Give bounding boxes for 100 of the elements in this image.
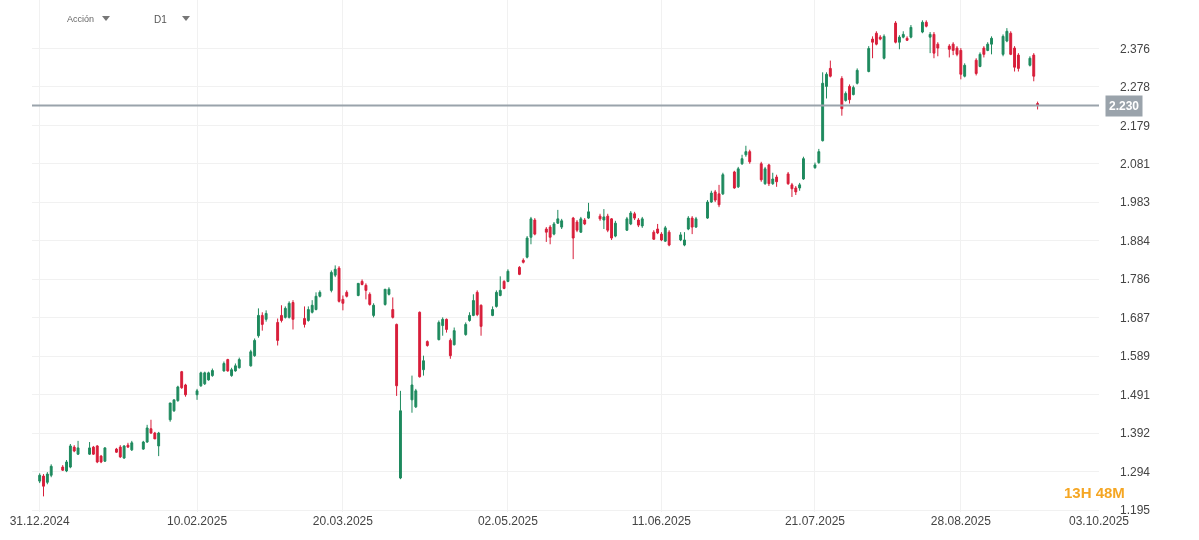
candlestick (422, 355, 425, 377)
candlestick (640, 216, 644, 229)
x-tick-label: 31.12.2024 (9, 514, 71, 528)
candlestick (280, 304, 283, 323)
candlestick (821, 71, 825, 142)
candlestick (418, 311, 422, 379)
y-tick-label: 1.786 (1120, 272, 1151, 287)
candlestick (871, 35, 874, 59)
candlestick (894, 20, 898, 44)
candlestick (748, 149, 752, 165)
candlestick (759, 161, 763, 183)
candlestick (744, 145, 748, 158)
candlestick (867, 45, 871, 73)
candlestick (257, 307, 260, 339)
candlestick (544, 226, 548, 243)
candlestick (663, 225, 667, 243)
y-tick-label: 1.983 (1120, 195, 1151, 210)
y-tick-label: 1.884 (1120, 233, 1151, 248)
candlestick (909, 24, 913, 39)
y-tick-label: 1.294 (1120, 464, 1151, 479)
candlestick (448, 337, 452, 360)
candlestick (583, 217, 587, 226)
candlestick (978, 51, 982, 68)
candlestick (1028, 55, 1032, 67)
candlestick (203, 371, 207, 386)
candlestick (195, 388, 199, 401)
candlestick (963, 62, 967, 78)
candlestick (613, 220, 617, 238)
candlestick (713, 189, 717, 203)
candlestick (491, 305, 495, 317)
x-tick-label: 20.03.2025 (312, 514, 374, 528)
candlestick (88, 441, 92, 456)
candlestick (610, 217, 613, 241)
candlestick (287, 300, 291, 320)
candlestick (602, 208, 606, 230)
candlestick (974, 57, 978, 76)
candlestick (667, 229, 671, 247)
candlestick (391, 296, 395, 320)
candlestick (690, 215, 694, 235)
candlestick (260, 311, 264, 332)
candlestick (502, 279, 506, 290)
candlestick (683, 231, 686, 247)
candlestick (276, 318, 280, 346)
candlestick (717, 184, 721, 208)
candlestick (314, 291, 318, 311)
candlestick (168, 402, 172, 423)
candlestick (636, 217, 640, 228)
candlestick (207, 371, 210, 382)
candlestick (395, 323, 399, 397)
candlestick (61, 464, 65, 472)
candlestick (72, 444, 76, 453)
candlestick (521, 257, 525, 264)
ref-line-label: 2.230 (1109, 99, 1140, 113)
candlestick (686, 215, 690, 231)
candlestick (329, 269, 333, 293)
candlestick (237, 357, 241, 370)
x-tick-label: 11.06.2025 (631, 514, 692, 528)
candlestick (721, 172, 725, 196)
candlestick (924, 19, 928, 28)
candlestick (437, 319, 441, 341)
candlestick (951, 41, 955, 56)
candlestick (694, 216, 698, 229)
candlestick (230, 367, 234, 378)
candlestick (210, 368, 214, 378)
candlestick (303, 305, 306, 329)
candlestick (990, 35, 993, 55)
candlestick (283, 305, 287, 320)
candlestick (445, 318, 448, 334)
candlestick (775, 174, 779, 188)
x-tick-label: 21.07.2025 (784, 514, 846, 528)
candlestick (848, 83, 851, 105)
x-tick-label: 10.02.2025 (167, 514, 228, 528)
candlestick (579, 216, 583, 234)
candlestick (740, 154, 744, 166)
candlestick (226, 358, 230, 373)
x-tick-label: 28.08.2025 (930, 514, 992, 528)
candlestick (813, 162, 817, 169)
candlestick (233, 362, 237, 373)
candlestick (222, 361, 226, 373)
candlestick (410, 375, 414, 414)
candlestick (291, 299, 295, 330)
candlestick (464, 321, 468, 337)
annotation: Acción (67, 14, 95, 24)
candlestick (928, 31, 932, 54)
candlestick (844, 90, 848, 103)
candlestick (763, 166, 767, 186)
candlestick (399, 390, 402, 480)
candlestick (897, 34, 901, 50)
annotation: 13H 48M (1064, 484, 1125, 501)
candlestick (68, 443, 72, 469)
x-tick-label: 02.05.2025 (477, 514, 539, 528)
candlestick (157, 431, 161, 457)
candlestick (598, 213, 602, 222)
candlestick (42, 473, 45, 497)
candlestick (518, 265, 521, 276)
candlestick (882, 33, 886, 60)
candlestick (264, 309, 268, 323)
candlestick (372, 302, 376, 318)
candlestick (959, 47, 963, 80)
candlestick (855, 67, 859, 85)
